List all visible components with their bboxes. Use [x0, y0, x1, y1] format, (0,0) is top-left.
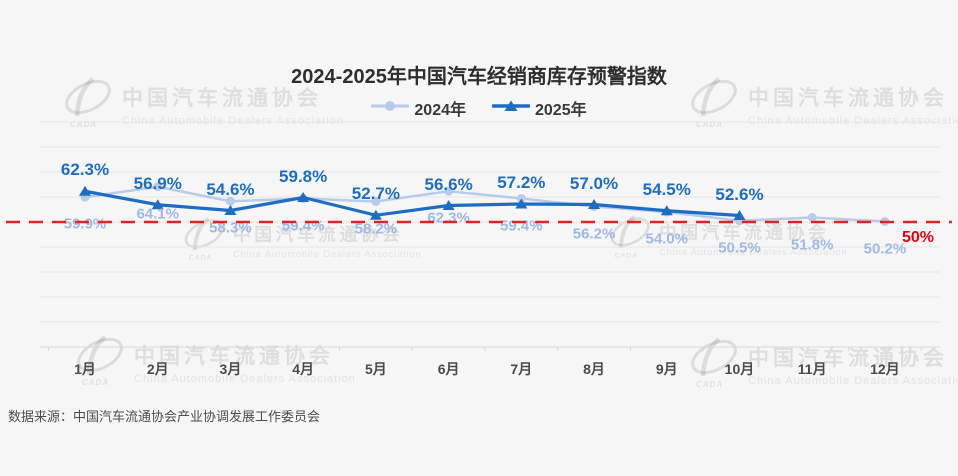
- legend: 2024年 2025年: [0, 96, 958, 120]
- legend-marker-2024-icon: [370, 99, 410, 118]
- legend-label-2024: 2024年: [414, 102, 466, 119]
- legend-swatch-2025年: [491, 100, 531, 111]
- marker-2024年-12月: [880, 217, 890, 226]
- marker-2025年-6月: [442, 200, 455, 210]
- marker-2025年-1月: [79, 185, 91, 196]
- series-line-2025年: [83, 189, 742, 218]
- marker-2025年-8月: [588, 199, 601, 209]
- marker-2024年-5月: [371, 197, 381, 206]
- marker-2024年-11月: [807, 213, 817, 222]
- marker-2025年-7月: [515, 198, 528, 209]
- legend-swatch-2024年: [370, 100, 410, 111]
- legend-item-2024[interactable]: 2024年: [370, 96, 466, 120]
- marker-2025年-10月: [733, 210, 746, 220]
- series-line-2024年: [83, 185, 887, 223]
- data-source: 数据来源：中国汽车流通协会产业协调发展工作委员会: [8, 409, 321, 424]
- legend-marker-2025-icon: [491, 99, 531, 118]
- chart-title: 2024-2025年中国汽车经销商库存预警指数: [291, 66, 667, 88]
- marker-2025年-9月: [660, 205, 673, 216]
- marker-2024年-6月: [444, 186, 454, 196]
- legend-label-2025: 2025年: [535, 102, 587, 119]
- marker-2024年-2月: [153, 182, 163, 192]
- marker-2025年-4月: [297, 192, 310, 202]
- marker-2025年-2月: [151, 199, 164, 210]
- marker-2025年-5月: [369, 209, 382, 220]
- threshold-label: 50%: [902, 229, 935, 246]
- marker-2024年-3月: [225, 196, 235, 206]
- legend-item-2025[interactable]: 2025年: [491, 96, 587, 120]
- marker-2025年-3月: [224, 205, 237, 215]
